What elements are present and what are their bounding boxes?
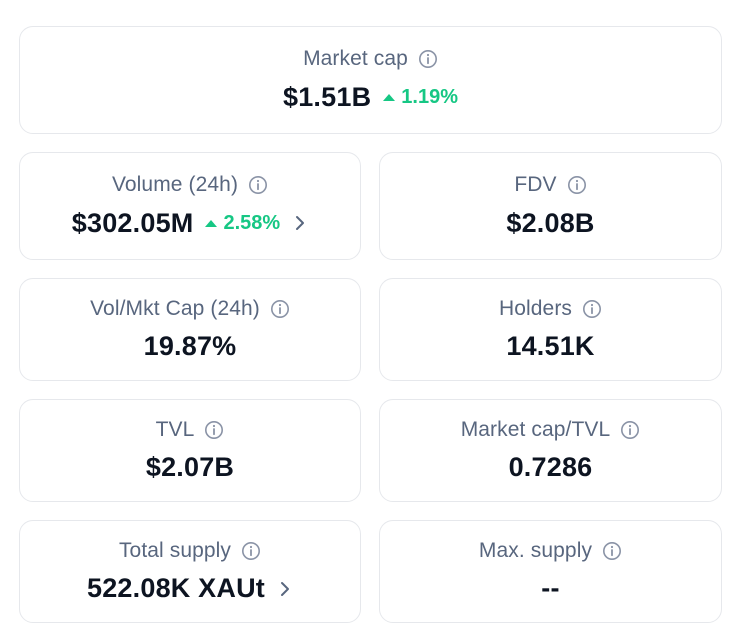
market-cap-card: Market cap $1.51B 1.19% [19, 26, 722, 134]
chevron-right-icon[interactable] [292, 213, 308, 233]
market-cap-change: 1.19% [383, 86, 458, 109]
holders-value: 14.51K [506, 331, 595, 361]
market-cap-change-value: 1.19% [401, 85, 458, 108]
volume-card[interactable]: Volume (24h) $302.05M 2.58% [19, 152, 361, 260]
max-supply-card: Max. supply -- [379, 520, 722, 623]
info-icon[interactable] [204, 420, 224, 440]
tvl-card: TVL $2.07B [19, 399, 361, 502]
max-supply-label-row: Max. supply [479, 536, 622, 566]
market-cap-label: Market cap [303, 47, 408, 70]
vol-mkt-cap-card: Vol/Mkt Cap (24h) 19.87% [19, 278, 361, 381]
fdv-label: FDV [514, 173, 557, 196]
volume-value: $302.05M [71, 207, 194, 238]
fdv-value: $2.08B [506, 207, 595, 238]
holders-label: Holders [498, 296, 573, 320]
info-icon[interactable] [241, 541, 261, 561]
info-icon[interactable] [567, 175, 587, 195]
tvl-value: $2.07B [145, 452, 235, 482]
holders-card: Holders 14.51K [379, 278, 722, 381]
total-supply-value: 522.08K XAUt [87, 573, 265, 603]
info-icon[interactable] [248, 175, 268, 195]
market-cap-label-row: Market cap [303, 44, 438, 74]
chevron-right-icon[interactable] [277, 579, 293, 599]
triangle-up-icon [205, 219, 218, 227]
max-supply-value: -- [541, 573, 560, 603]
total-supply-label: Total supply [118, 538, 232, 562]
total-supply-value-row: 522.08K XAUt [87, 570, 293, 608]
fdv-card: FDV $2.08B [379, 152, 722, 260]
volume-label-row: Volume (24h) [112, 170, 268, 200]
market-cap-tvl-card: Market cap/TVL 0.7286 [379, 399, 722, 502]
vol-mkt-cap-value-row: 19.87% [144, 328, 237, 366]
tvl-label: TVL [155, 417, 195, 441]
market-cap-tvl-value-row: 0.7286 [509, 449, 593, 487]
total-supply-card[interactable]: Total supply 522.08K XAUt [19, 520, 361, 623]
market-cap-tvl-label: Market cap/TVL [460, 417, 611, 441]
info-icon[interactable] [620, 420, 640, 440]
tvl-value-row: $2.07B [146, 449, 234, 487]
market-cap-value: $1.51B [283, 81, 372, 112]
fdv-value-row: $2.08B [506, 204, 594, 242]
volume-label: Volume (24h) [111, 173, 239, 196]
volume-change-value: 2.58% [223, 211, 281, 234]
holders-label-row: Holders [499, 294, 602, 324]
market-cap-value-row: $1.51B 1.19% [283, 78, 458, 116]
fdv-label-row: FDV [514, 170, 586, 200]
volume-change: 2.58% [205, 212, 280, 235]
tvl-label-row: TVL [156, 415, 225, 445]
vol-mkt-cap-label: Vol/Mkt Cap (24h) [90, 296, 260, 320]
triangle-up-icon [383, 93, 396, 101]
info-icon[interactable] [270, 299, 290, 319]
info-icon[interactable] [602, 541, 622, 561]
market-cap-tvl-label-row: Market cap/TVL [461, 415, 641, 445]
max-supply-label: Max. supply [478, 538, 593, 562]
info-icon[interactable] [582, 299, 602, 319]
market-cap-tvl-value: 0.7286 [508, 452, 593, 482]
total-supply-label-row: Total supply [119, 536, 261, 566]
holders-value-row: 14.51K [506, 328, 594, 366]
volume-value-row: $302.05M 2.58% [72, 204, 308, 242]
vol-mkt-cap-value: 19.87% [143, 331, 237, 361]
vol-mkt-cap-label-row: Vol/Mkt Cap (24h) [90, 294, 290, 324]
max-supply-value-row: -- [541, 570, 559, 608]
info-icon[interactable] [418, 49, 438, 69]
